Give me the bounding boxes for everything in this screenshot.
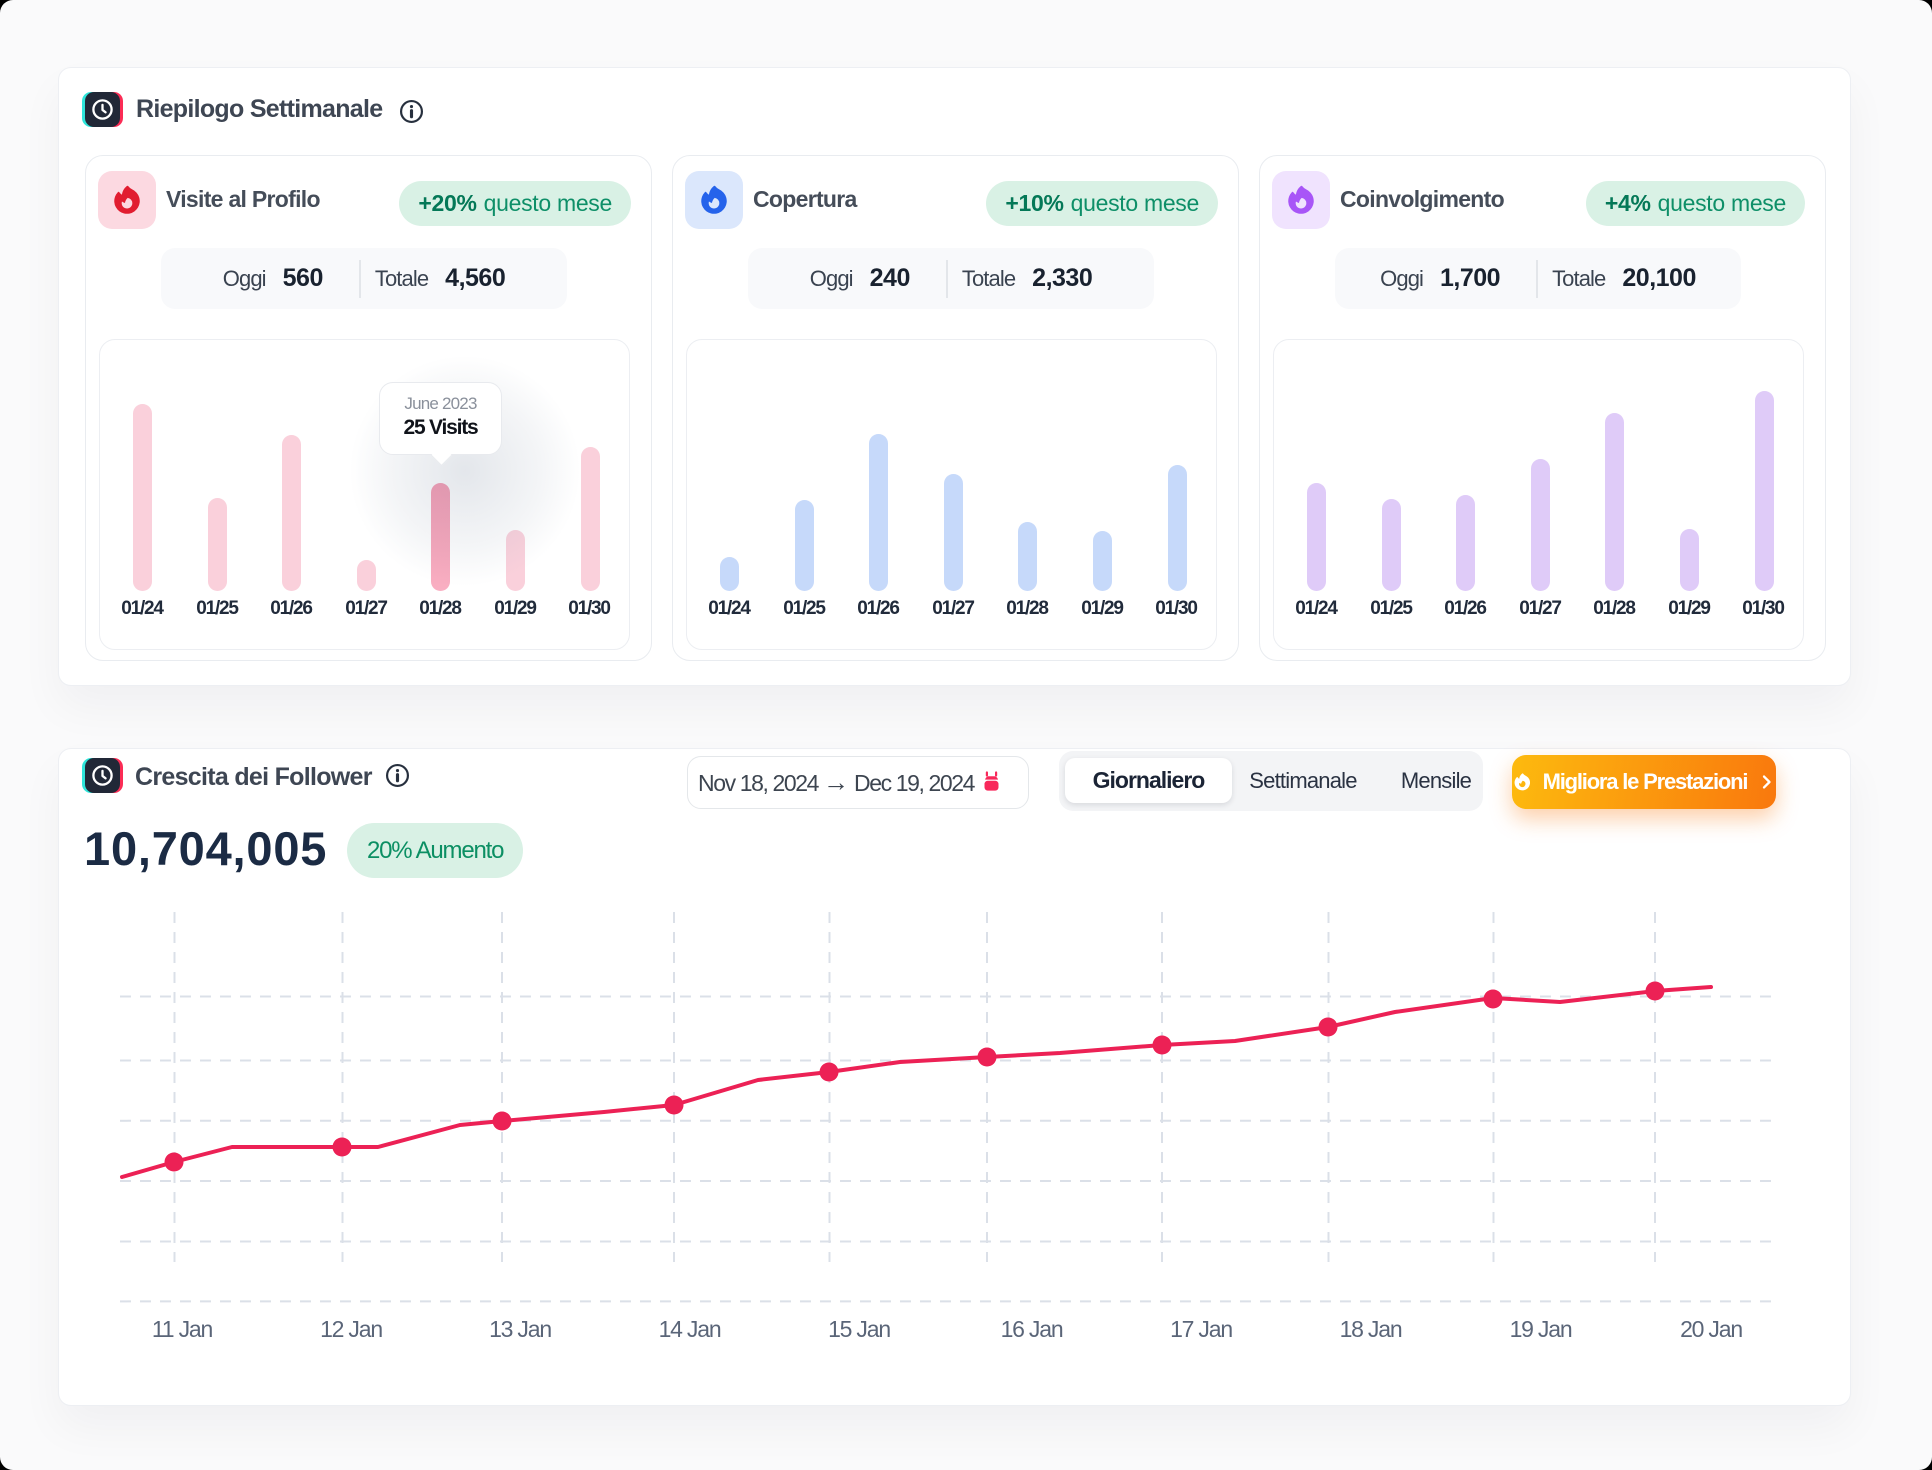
svg-text:18 Jan: 18 Jan [1339, 1316, 1401, 1342]
svg-text:13 Jan: 13 Jan [489, 1316, 551, 1342]
svg-text:12 Jan: 12 Jan [320, 1316, 382, 1342]
svg-text:19 Jan: 19 Jan [1509, 1316, 1571, 1342]
svg-text:17 Jan: 17 Jan [1170, 1316, 1232, 1342]
svg-text:15 Jan: 15 Jan [828, 1316, 890, 1342]
svg-text:16 Jan: 16 Jan [1000, 1316, 1062, 1342]
svg-text:11 Jan: 11 Jan [151, 1316, 212, 1342]
svg-text:14 Jan: 14 Jan [658, 1316, 720, 1342]
svg-text:20 Jan: 20 Jan [1680, 1316, 1742, 1342]
